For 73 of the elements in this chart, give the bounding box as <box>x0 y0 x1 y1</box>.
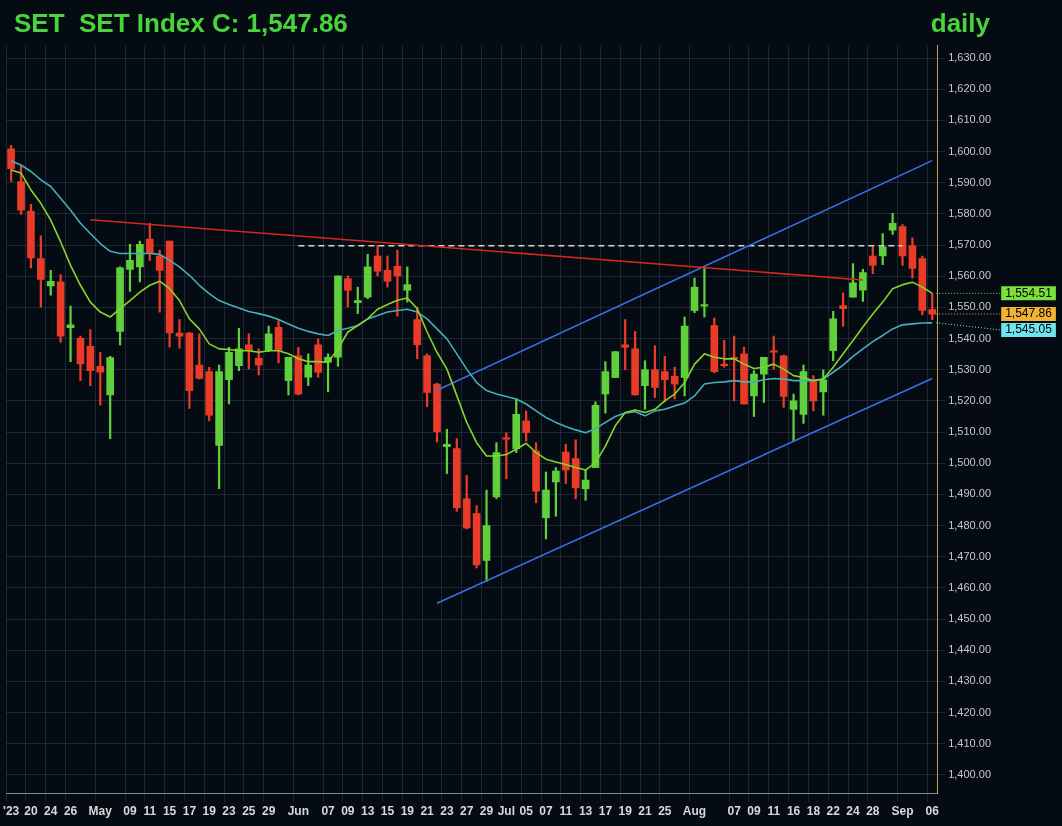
x-tick-label: Aug <box>682 804 707 819</box>
x-tick-label: 11 <box>767 804 781 819</box>
x-tick-label: 15 <box>380 804 395 819</box>
x-tick-label: 22 <box>826 804 841 819</box>
x-tick-label: 23 <box>440 804 454 819</box>
x-tick-label: May <box>88 804 113 819</box>
x-tick-label: 17 <box>182 804 197 819</box>
x-tick-label: 07 <box>727 804 742 819</box>
x-tick-label: 09 <box>123 804 137 819</box>
x-tick-label: 06 <box>925 804 940 819</box>
x-tick-label: 21 <box>638 804 652 819</box>
x-tick-label: 23 <box>222 804 237 819</box>
x-tick-label: 24 <box>44 804 58 819</box>
x-tick-label: Sep <box>891 804 914 819</box>
candlestick <box>789 393 798 442</box>
x-tick-label: 29 <box>479 804 494 819</box>
x-tick-label: 24 <box>846 804 860 819</box>
x-tick-label: 25 <box>658 804 672 819</box>
y-tick-label: 1,600.00 <box>948 144 992 157</box>
y-tick-label: 1,560.00 <box>948 269 992 282</box>
y-tick-label: 1,400.00 <box>948 767 992 780</box>
y-tick-label: 1,420.00 <box>948 705 992 718</box>
x-tick-label: 09 <box>341 804 355 819</box>
y-tick-label: 1,540.00 <box>948 331 992 344</box>
x-tick-label: 15 <box>162 804 177 819</box>
annotation: 1,547.86 <box>1005 306 1053 321</box>
x-tick-label: 19 <box>400 804 415 819</box>
x-tick-label: 25 <box>242 804 256 819</box>
x-tick-label: Jul <box>497 804 516 819</box>
chart-title: SET SET Index C: 1,547.86 <box>14 8 348 39</box>
x-tick-label: '23 <box>3 804 20 819</box>
y-tick-label: 1,480.00 <box>948 518 992 531</box>
x-tick-label: 19 <box>618 804 633 819</box>
x-tick-label: 11 <box>143 804 157 819</box>
x-tick-label: 13 <box>578 804 593 819</box>
y-tick-label: 1,630.00 <box>948 51 992 64</box>
x-tick-label: 28 <box>866 804 880 819</box>
y-tick-label: 1,570.00 <box>948 238 992 251</box>
x-tick-label: 16 <box>786 804 801 819</box>
chart-subtitle: daily <box>930 8 990 39</box>
x-tick-label: 13 <box>361 804 375 819</box>
annotation: 1,554.51 <box>1005 285 1053 300</box>
x-tick-label: 07 <box>321 804 336 819</box>
x-tick-label: 18 <box>806 804 821 819</box>
x-tick-label: 26 <box>63 804 78 819</box>
y-tick-label: 1,530.00 <box>948 362 992 375</box>
y-tick-label: 1,610.00 <box>948 113 992 126</box>
x-tick-label: 29 <box>261 804 276 819</box>
x-tick-label: 09 <box>747 804 761 819</box>
annotation: 1,545.05 <box>1005 322 1053 337</box>
y-tick-label: 1,550.00 <box>948 300 992 313</box>
y-tick-label: 1,410.00 <box>948 736 992 749</box>
x-tick-label: 17 <box>598 804 613 819</box>
x-tick-label: Jun <box>287 804 310 819</box>
y-tick-label: 1,520.00 <box>948 393 992 406</box>
y-tick-label: 1,580.00 <box>948 206 992 219</box>
y-tick-label: 1,490.00 <box>948 487 992 500</box>
y-tick-label: 1,440.00 <box>948 643 992 656</box>
y-tick-label: 1,470.00 <box>948 549 992 562</box>
x-tick-label: 19 <box>202 804 217 819</box>
x-tick-label: 11 <box>559 804 573 819</box>
x-tick-label: 20 <box>24 804 38 819</box>
y-tick-label: 1,500.00 <box>948 456 992 469</box>
x-tick-label: 05 <box>519 804 534 819</box>
y-tick-label: 1,450.00 <box>948 612 992 625</box>
y-tick-label: 1,620.00 <box>948 82 992 95</box>
x-tick-label: 27 <box>460 804 474 819</box>
y-tick-label: 1,460.00 <box>948 580 992 593</box>
y-tick-label: 1,510.00 <box>948 425 992 438</box>
x-tick-label: 21 <box>420 804 435 819</box>
y-tick-label: 1,430.00 <box>948 674 992 687</box>
x-tick-label: 07 <box>539 804 553 819</box>
y-tick-label: 1,590.00 <box>948 175 992 188</box>
